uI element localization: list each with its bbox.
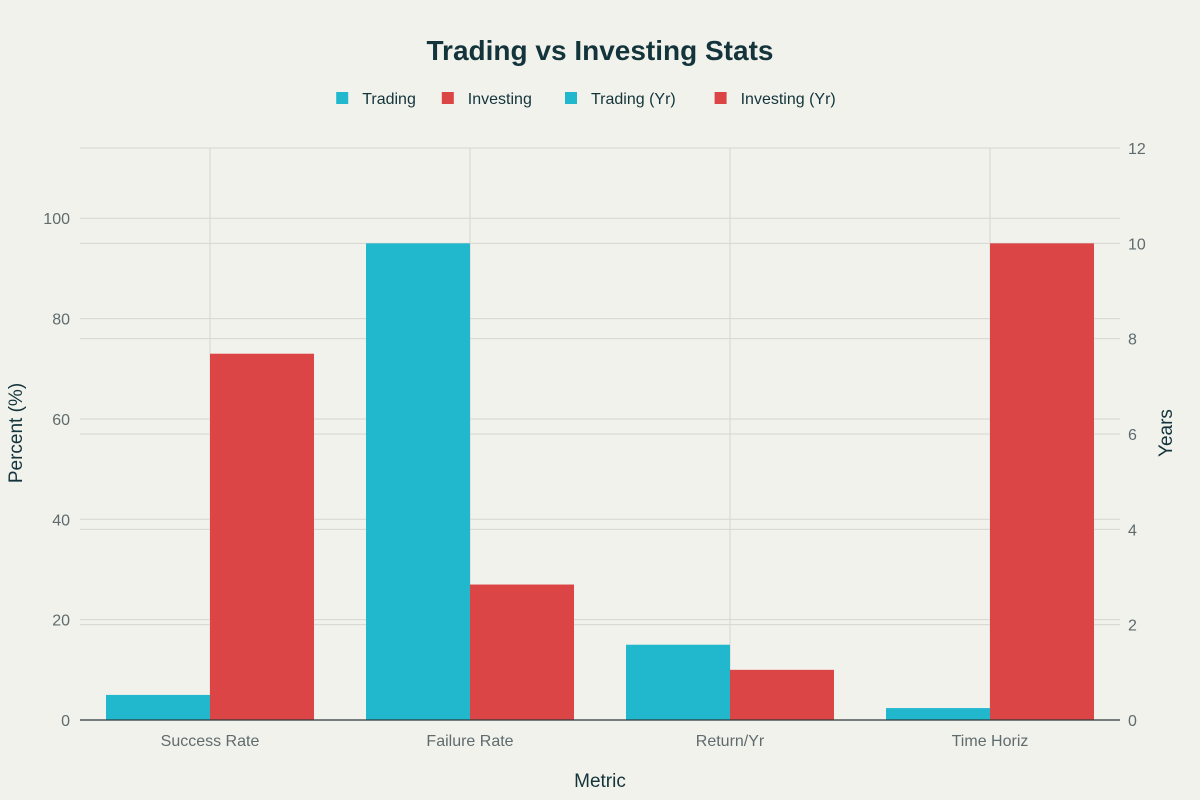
y-tick-label: 80 [52,312,70,329]
y2-tick-label: 0 [1128,713,1137,730]
bar-trading-yr [886,708,990,720]
legend-label-investing-yr: Investing (Yr) [741,91,836,108]
x-tick-label: Failure Rate [426,733,513,750]
legend-swatch-investing-yr [714,92,727,104]
bar-investing [470,584,574,720]
x-axis-title: Metric [574,771,626,792]
bar-trading [106,694,210,720]
axes-layer: Success Rate Failure Rate Return/Yr Time Ho… [43,141,1146,750]
bar-trading [626,644,730,720]
bar-investing [730,669,834,720]
bar-investing-yr [990,243,1094,721]
y-axis-title: Percent (%) [6,383,27,483]
y2-tick-label: 4 [1128,522,1137,539]
y-tick-label: 0 [61,713,70,730]
y2-tick-label: 6 [1128,427,1137,444]
bars-layer [106,243,1094,721]
legend-label-trading: Trading [362,91,416,108]
y2-tick-label: 8 [1128,332,1137,349]
bar-trading [366,243,470,721]
legend-swatch-investing [441,92,454,104]
y2-tick-label: 12 [1128,141,1146,158]
legend: Trading Investing Trading (Yr) Investing (Y… [336,91,836,108]
y2-tick-label: 10 [1128,236,1146,253]
legend-swatch-trading-yr [565,92,577,104]
legend-label-trading-yr: Trading (Yr) [591,91,676,108]
x-tick-label: Time Horiz [952,733,1029,750]
y2-tick-label: 2 [1128,618,1137,635]
legend-label-investing: Investing [468,91,532,108]
bar-investing [210,353,314,720]
chart-title: Trading vs Investing Stats [427,35,774,66]
y-tick-label: 100 [43,211,70,228]
y-tick-label: 40 [52,512,70,529]
y2-axis-title: Years [1156,409,1177,457]
x-tick-label: Return/Yr [696,733,765,750]
legend-swatch-trading [336,92,349,104]
x-tick-label: Success Rate [161,733,260,750]
y-tick-label: 20 [52,613,70,630]
y-tick-label: 60 [52,412,70,429]
